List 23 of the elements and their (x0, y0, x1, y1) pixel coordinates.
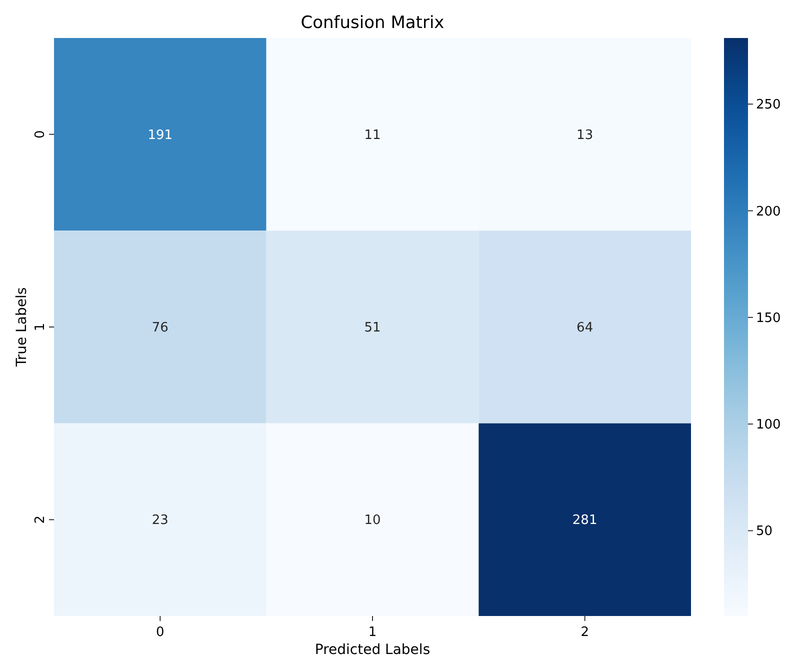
data-label: 11 (364, 128, 381, 143)
x-tick-label: 0 (156, 625, 164, 640)
color-bar-label: 250 (756, 98, 781, 113)
chart-title: Confusion Matrix (300, 13, 444, 33)
color-bar-label: 200 (756, 204, 781, 220)
data-label: 51 (364, 320, 381, 336)
data-label: 64 (576, 320, 594, 336)
data-label: 191 (148, 128, 173, 143)
data-label: 281 (572, 513, 598, 528)
x-tick-label: 1 (368, 625, 377, 640)
data-label: 10 (364, 513, 381, 528)
x-tick-label: 2 (580, 625, 589, 640)
y-tick-label: 1 (33, 322, 48, 332)
y-tick-label: 2 (33, 516, 48, 524)
color-bar-label: 150 (756, 310, 781, 326)
data-label: 13 (576, 128, 594, 143)
color-bar-label: 100 (756, 418, 781, 433)
data-label: 23 (152, 513, 168, 528)
data-label: 76 (152, 320, 168, 336)
y-tick-label: 0 (33, 130, 48, 138)
x-axis-title: Predicted Labels (314, 642, 430, 658)
y-axis-title: True Labels (14, 287, 30, 368)
color-bar-label: 50 (756, 524, 773, 540)
